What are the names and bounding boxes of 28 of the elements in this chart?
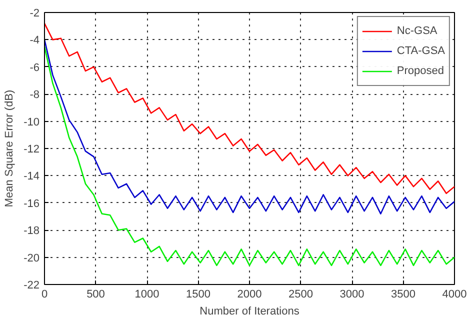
x-axis-title: Number of Iterations — [200, 306, 300, 318]
x-tick-label: 500 — [86, 288, 105, 300]
x-tick-label: 0 — [41, 288, 48, 300]
y-tick-label: -14 — [24, 170, 40, 183]
y-axis-title: Mean Square Error (dB) — [4, 90, 16, 208]
y-tick-label: -16 — [24, 198, 40, 210]
legend-label: Nc-GSA — [396, 25, 438, 37]
y-tick-label: -22 — [24, 280, 40, 292]
x-tick-label: 3500 — [391, 288, 416, 300]
x-tick-label: 2000 — [237, 288, 262, 300]
line-series — [44, 46, 454, 266]
line-series — [44, 39, 454, 214]
y-tick-label: -20 — [24, 252, 40, 264]
x-tick-label: 2500 — [288, 288, 313, 300]
legend-label: Proposed — [396, 65, 444, 77]
y-tick-label: -18 — [24, 225, 40, 238]
y-tick-label: -2 — [30, 8, 40, 20]
y-tick-label: -6 — [30, 62, 40, 74]
line-series — [44, 22, 454, 194]
legend-label: CTA-GSA — [396, 45, 445, 57]
y-tick-label: -4 — [30, 34, 40, 47]
y-tick-label: -12 — [24, 144, 40, 156]
x-tick-label: 3000 — [340, 288, 364, 300]
x-tick-label: 1000 — [134, 288, 160, 300]
y-tick-label: -10 — [24, 116, 40, 128]
y-tick-label: -8 — [30, 89, 40, 102]
x-tick-label: 1500 — [186, 288, 210, 300]
x-tick-label: 4000 — [442, 288, 467, 300]
